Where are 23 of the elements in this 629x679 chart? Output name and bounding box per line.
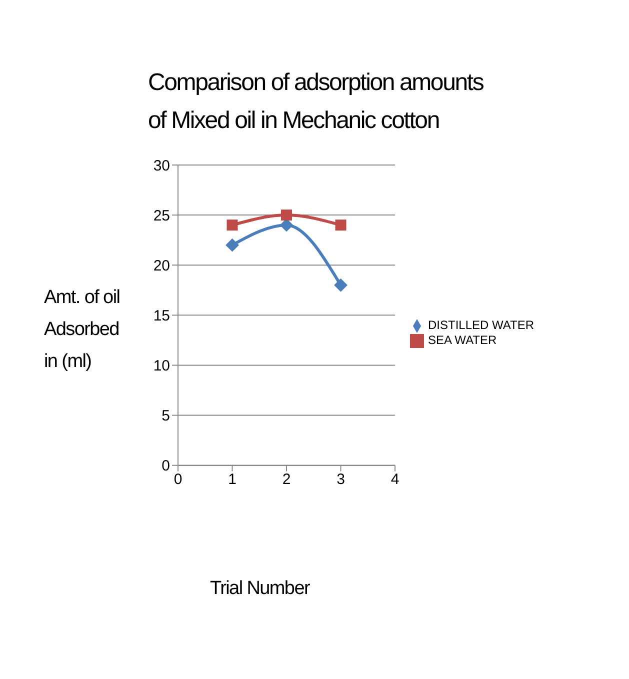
y-tick-label: 20 — [153, 257, 170, 274]
point — [280, 218, 293, 232]
y-axis-title: Amt. of oil Adsorbed in (ml) — [44, 286, 120, 374]
point — [334, 278, 348, 292]
y-tick-label: 5 — [162, 408, 170, 425]
x-tick-label: 4 — [390, 470, 400, 488]
x-tick-label: 3 — [336, 470, 345, 488]
legend-label: SEA WATER — [428, 332, 497, 347]
x-tick-label: 0 — [174, 470, 182, 488]
point — [281, 210, 292, 221]
y-tick-label: 10 — [153, 358, 170, 375]
y-tick-label: 30 — [153, 157, 170, 174]
x-tick-label: 2 — [282, 470, 291, 488]
legend-label: DISTILLED WATER — [428, 318, 534, 332]
x-axis-title: Trial Number — [210, 578, 310, 600]
x-tick-label: 1 — [228, 470, 236, 488]
point — [335, 220, 346, 231]
chart-title: Comparison of adsorption amounts of Mixed oil in Mechanic cotton — [148, 68, 484, 136]
point — [226, 238, 239, 252]
y-tick-label: 25 — [153, 207, 170, 224]
y-tick-label: 0 — [162, 458, 170, 475]
y-tick-label: 15 — [153, 307, 170, 324]
point — [226, 220, 238, 231]
